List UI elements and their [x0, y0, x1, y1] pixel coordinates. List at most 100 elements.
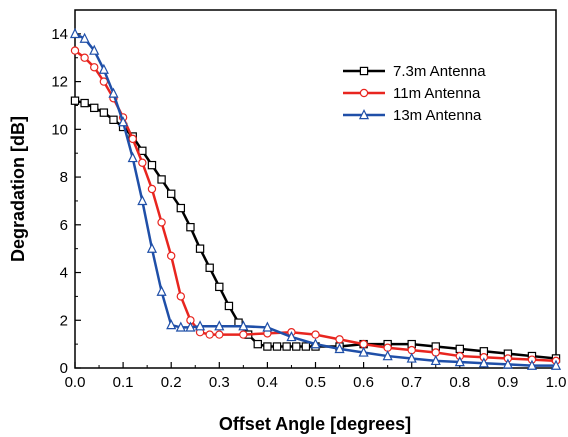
data-point [166, 251, 176, 261]
data-point [311, 330, 320, 339]
data-point [502, 358, 513, 369]
data-point [89, 44, 100, 55]
data-point [382, 350, 393, 361]
data-point [262, 321, 273, 332]
legend-entry: 11m Antenna [343, 85, 481, 102]
data-point [147, 160, 157, 170]
legend: 7.3m Antenna 11m Antenna 13m Antenna [343, 63, 486, 124]
data-point [214, 320, 225, 331]
data-point [118, 116, 129, 127]
legend-label: 11m Antenna [393, 85, 481, 102]
x-tick-label: 0.2 [161, 374, 182, 391]
series-triangle [69, 27, 562, 370]
data-point [335, 335, 344, 344]
data-point [157, 175, 166, 184]
x-tick-label: 0.6 [353, 374, 374, 391]
data-point [138, 158, 147, 167]
data-point [176, 292, 186, 301]
x-tick-label: 0.1 [113, 374, 134, 391]
data-point [194, 320, 206, 331]
data-point [109, 115, 118, 124]
x-tick-label: 0.3 [209, 374, 230, 391]
data-point [310, 338, 321, 349]
data-point [98, 63, 109, 74]
data-point [301, 342, 311, 351]
data-point [238, 320, 249, 331]
x-tick-label: 0.4 [257, 374, 278, 391]
data-point [455, 344, 465, 354]
data-point [215, 282, 224, 292]
x-tick-label: 0.7 [401, 374, 422, 391]
data-point [79, 32, 90, 43]
data-point [286, 331, 297, 342]
y-tick-label: 4 [60, 265, 68, 282]
data-point [175, 321, 186, 332]
data-point [137, 194, 148, 206]
data-point [127, 152, 138, 163]
data-point [526, 359, 538, 370]
data-point [195, 244, 205, 253]
data-point [430, 354, 441, 366]
data-point [108, 87, 119, 98]
legend-label: 13m Antenna [393, 107, 482, 124]
data-point [253, 339, 262, 349]
y-tick-label: 8 [60, 169, 68, 186]
data-point [205, 330, 214, 339]
y-tick-label: 14 [51, 26, 68, 43]
y-tick-label: 10 [51, 121, 68, 138]
data-point [166, 319, 177, 330]
data-point [359, 88, 369, 98]
data-point [454, 356, 465, 367]
x-tick-label: 0.9 [497, 374, 518, 391]
data-point [205, 263, 214, 272]
x-tick-label: 1.0 [546, 374, 567, 391]
data-point [215, 330, 224, 339]
data-point [358, 109, 370, 120]
x-tick-label: 0.5 [305, 374, 326, 391]
legend-entry: 13m Antenna [343, 107, 482, 124]
data-point [80, 98, 89, 108]
y-tick-label: 0 [60, 360, 68, 377]
y-tick-label: 2 [60, 312, 68, 329]
data-point [90, 103, 99, 113]
data-point [90, 63, 99, 72]
data-point [80, 53, 89, 62]
y-tick-label: 6 [60, 217, 68, 234]
data-point [282, 342, 291, 351]
data-point [185, 321, 196, 332]
data-point [157, 218, 166, 227]
legend-entry: 7.3m Antenna [343, 63, 486, 80]
x-axis-ticks: 0.0 0.1 0.2 0.3 0.4 0.5 0.6 0.7 0.8 0.9 1.0 [65, 362, 567, 391]
data-point [478, 357, 489, 368]
data-point [239, 330, 248, 339]
data-point [176, 203, 186, 213]
data-point [272, 342, 282, 351]
x-tick-label: 0.0 [65, 374, 86, 391]
y-axis-title: Degradation [dB] [8, 116, 28, 262]
series-layer [69, 27, 562, 370]
data-point [69, 27, 81, 39]
data-point [359, 66, 369, 76]
data-point [70, 96, 80, 105]
data-point [550, 359, 562, 370]
y-tick-label: 12 [51, 74, 68, 91]
x-axis-title: Offset Angle [degrees] [219, 414, 411, 434]
data-point [224, 301, 234, 311]
data-point [406, 352, 417, 363]
data-point [263, 342, 272, 351]
data-point [167, 189, 176, 198]
legend-label: 7.3m Antenna [393, 63, 486, 80]
data-point [146, 242, 158, 253]
data-point [147, 184, 157, 194]
data-point [99, 108, 109, 117]
data-point [156, 285, 167, 296]
y-axis-ticks: 0 2 4 6 8 10 12 14 [51, 9, 81, 377]
data-point [186, 222, 195, 232]
x-tick-label: 0.8 [449, 374, 470, 391]
data-point [292, 342, 301, 351]
data-point [334, 342, 345, 354]
data-point [70, 46, 80, 55]
data-point [128, 134, 137, 144]
data-point [358, 346, 369, 357]
